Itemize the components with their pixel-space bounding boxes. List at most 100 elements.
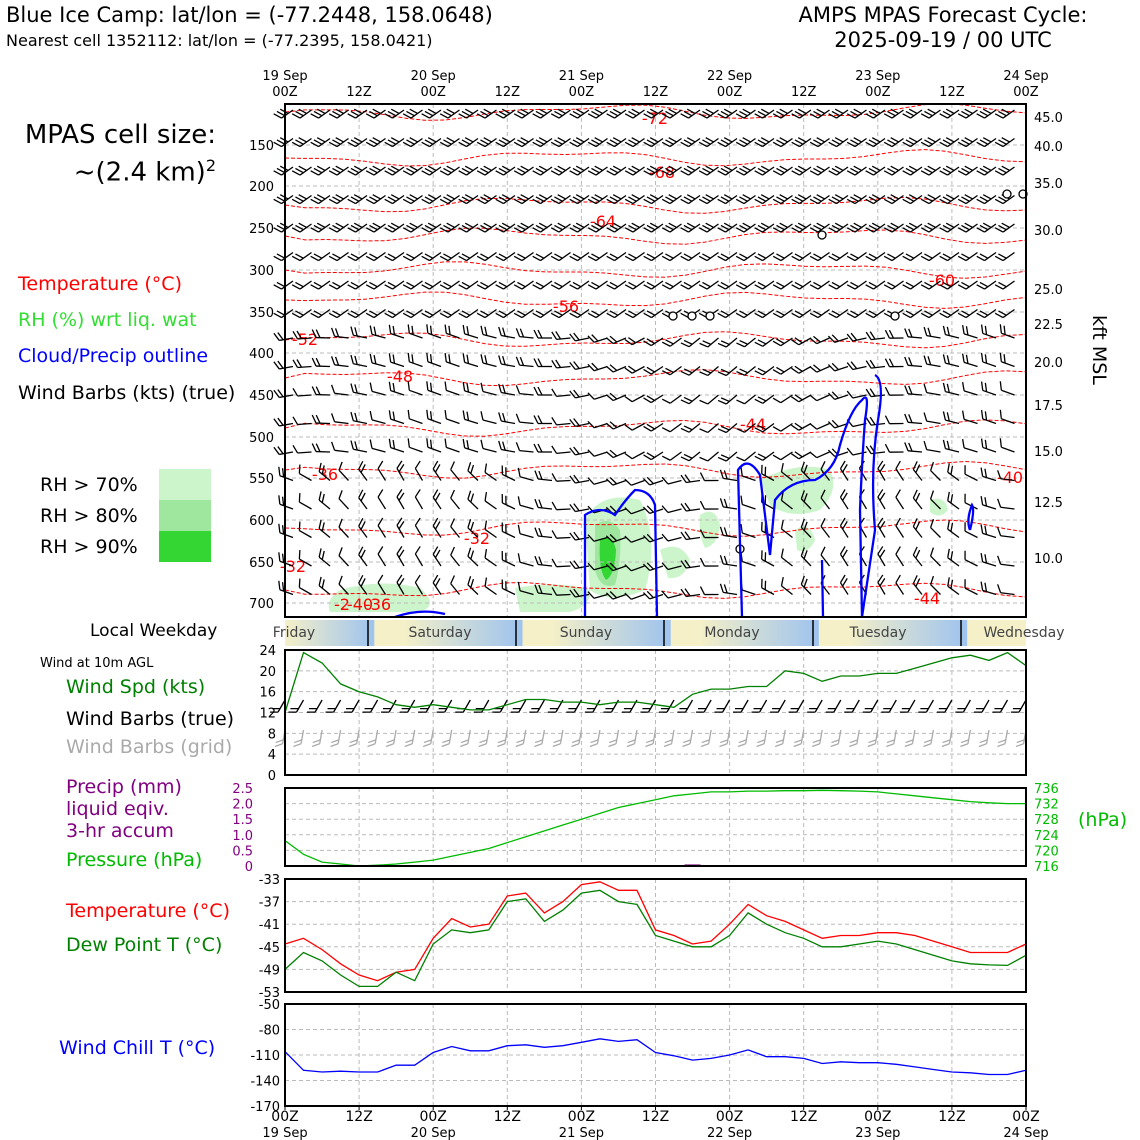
wind-barb — [961, 438, 978, 453]
wind-barb — [947, 577, 960, 596]
wind-barb — [791, 222, 812, 233]
wind-barb — [462, 353, 479, 368]
wind-barb — [550, 251, 571, 262]
wind-barb — [661, 590, 682, 599]
wind-barb — [754, 222, 775, 233]
wind-barb — [643, 365, 664, 375]
wind-barb — [291, 194, 312, 205]
grid-barb — [978, 729, 990, 748]
wind-barb — [828, 165, 849, 176]
wind-barb — [587, 534, 608, 542]
wind-barb — [624, 564, 645, 572]
wind-barb — [358, 460, 368, 481]
wind-barb — [939, 251, 960, 262]
wind-barb — [513, 165, 534, 176]
kft-tick-6: 20.0 — [1034, 356, 1063, 371]
wind-barb — [839, 460, 849, 481]
pressure-ytick-728: 728 — [1034, 813, 1059, 828]
label-precip-2: liquid eqiv. — [66, 798, 169, 820]
wind-barb — [997, 555, 1015, 567]
wind-barb — [643, 222, 664, 233]
wind-barb — [717, 451, 738, 462]
bottom-hour-label-0: 00Z — [271, 1109, 298, 1125]
top-day-label-8: 23 Sep — [855, 69, 900, 84]
grid-barb — [626, 729, 638, 748]
precip-ytick-5: 2.5 — [232, 782, 253, 797]
wind-barb — [587, 334, 608, 343]
calm-circle-2 — [705, 311, 715, 321]
wind-barb — [476, 222, 497, 233]
wind-barb — [450, 518, 461, 538]
wind-barb — [407, 409, 423, 425]
top-hour-label-6: 00Z — [717, 85, 743, 100]
wind-barb — [884, 386, 904, 396]
wind-barb — [369, 382, 386, 396]
wind-barb — [643, 308, 664, 319]
wind-barb — [318, 519, 331, 539]
wind-barb — [624, 165, 645, 176]
wind-barb — [828, 137, 849, 148]
wind-barb — [643, 394, 664, 404]
wind-barb — [791, 194, 812, 205]
wind-barb — [450, 575, 461, 595]
grid-barb — [478, 729, 490, 748]
temp-contour-3 — [284, 227, 1026, 245]
wind-barb — [791, 365, 812, 374]
wind-barb — [534, 555, 553, 567]
rh-shade-7 — [660, 546, 690, 579]
bottom-day-label-4: 21 Sep — [559, 1126, 604, 1140]
wind-barb — [533, 358, 552, 368]
wind-barb — [569, 446, 590, 456]
wind-barb — [462, 410, 479, 425]
wind-barb — [534, 470, 553, 482]
wind-barb — [458, 137, 479, 148]
wind-barb — [569, 308, 590, 319]
wind-barb — [820, 461, 831, 481]
wind-barb — [997, 584, 1015, 596]
wind-barb — [484, 548, 497, 567]
wind-barb — [532, 280, 553, 290]
wind-barb — [550, 108, 571, 119]
wind-barb — [661, 251, 682, 262]
wind-barb — [846, 251, 867, 262]
wind-barb — [865, 251, 886, 262]
temp-contour-1 — [284, 149, 1026, 167]
wind-barb — [587, 562, 608, 571]
true-barb — [399, 699, 416, 713]
wind-barb — [846, 361, 867, 371]
wind-barb — [402, 251, 423, 262]
wind-barb — [865, 194, 886, 205]
wind-barb — [605, 421, 627, 430]
wind-barb — [402, 222, 423, 233]
wind-barb — [920, 280, 941, 290]
wind-barb — [513, 280, 534, 290]
wind-barb — [976, 108, 997, 119]
bottom-day-label-10: 24 Sep — [1003, 1126, 1048, 1140]
top-day-label-6: 22 Sep — [707, 69, 752, 84]
kft-tick-7: 17.5 — [1034, 399, 1063, 414]
chill-ytick-3: -140 — [250, 1075, 280, 1090]
wind-barb — [439, 280, 460, 290]
temp-ytick-1: -37 — [259, 896, 280, 911]
bottom-day-label-0: 19 Sep — [262, 1126, 307, 1140]
wind-barb — [942, 354, 960, 368]
temp-contour-label-6: -48 — [387, 367, 413, 386]
wind-barb — [754, 394, 775, 404]
temp-contour-label-2: -64 — [590, 212, 616, 231]
wind-barb — [462, 381, 479, 396]
grid-barb — [997, 729, 1009, 748]
true-barb — [714, 699, 731, 713]
cloud-outline-2 — [394, 610, 446, 619]
wind-barb — [396, 460, 405, 481]
wind-barb — [498, 326, 516, 339]
wind-barb — [624, 308, 645, 319]
bottom-day-label-6: 22 Sep — [707, 1126, 752, 1140]
top-day-label-10: 24 Sep — [1003, 69, 1048, 84]
wind-barb — [902, 222, 923, 233]
grid-barb — [700, 729, 712, 748]
wind-barb — [480, 439, 497, 453]
temp-contour-8 — [284, 419, 1026, 437]
wind-barb — [961, 410, 978, 425]
bottom-hour-label-7: 12Z — [790, 1109, 817, 1125]
grid-barb — [367, 729, 379, 748]
